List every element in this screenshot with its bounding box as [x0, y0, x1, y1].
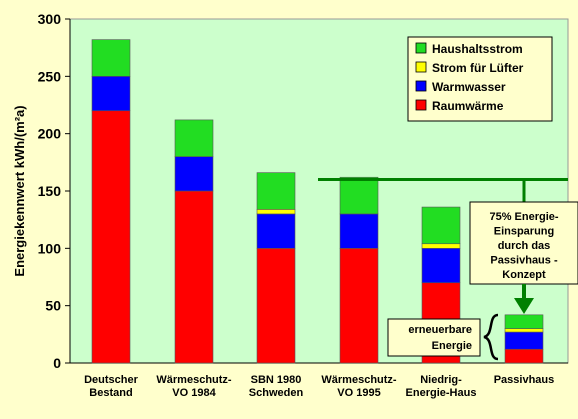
- bar-segment: [504, 328, 544, 333]
- bar-segment: [339, 248, 379, 364]
- bar-segment: [256, 172, 296, 210]
- bar-segment: [504, 314, 544, 329]
- renewable-box: [387, 318, 481, 357]
- x-category-label: VO 1984: [172, 387, 216, 399]
- y-axis-label: Energiekennwert kWh/(m²a): [12, 105, 27, 276]
- bar-segment: [256, 248, 296, 364]
- y-tick-label: 0: [53, 355, 61, 371]
- x-category-label: Passivhaus: [494, 374, 555, 386]
- x-category-label: Niedrig-: [420, 374, 462, 386]
- renewable-brace: [483, 313, 499, 361]
- bar-segment: [421, 243, 461, 249]
- legend-label: Raumwärme: [432, 99, 504, 113]
- legend-swatch: [415, 42, 427, 54]
- x-category-label: Deutscher: [84, 374, 139, 386]
- bar-segment: [174, 119, 214, 157]
- y-tick-label: 50: [45, 298, 61, 314]
- y-tick-label: 200: [38, 126, 62, 142]
- y-tick-label: 100: [38, 240, 62, 256]
- bar-segment: [339, 176, 379, 215]
- y-tick-label: 300: [38, 11, 62, 27]
- bar-segment: [504, 348, 544, 364]
- y-tick-label: 150: [38, 183, 62, 199]
- savings-annotation-text: durch das: [498, 240, 551, 252]
- savings-annotation-text: Passivhaus -: [490, 255, 558, 267]
- x-category-label: Wärmeschutz-: [321, 374, 397, 386]
- x-category-label: VO 1995: [337, 387, 380, 399]
- bar-segment: [339, 213, 379, 249]
- legend-label: Haushaltsstrom: [432, 42, 523, 56]
- savings-annotation-text: Konzept: [502, 269, 546, 281]
- legend-label: Strom für Lüfter: [432, 61, 524, 75]
- bar-segment: [91, 110, 131, 364]
- bar-segment: [174, 190, 214, 364]
- bar-segment: [91, 76, 131, 112]
- x-category-label: Schweden: [249, 387, 304, 399]
- savings-annotation-text: Einsparung: [494, 226, 555, 238]
- renewable-annotation-text: Energie: [432, 340, 472, 352]
- bar-segment: [174, 156, 214, 192]
- savings-box: [469, 201, 578, 285]
- bar-segment: [504, 331, 544, 350]
- savings-arrow-head: [514, 298, 534, 314]
- legend-swatch: [415, 61, 427, 73]
- x-category-label: Energie-Haus: [406, 387, 477, 399]
- bar-segment: [421, 206, 461, 245]
- legend-box: [407, 36, 553, 122]
- renewable-annotation-text: erneuerbare: [408, 324, 472, 336]
- x-category-label: SBN 1980: [251, 374, 302, 386]
- x-category-label: Bestand: [89, 387, 132, 399]
- legend-swatch: [415, 80, 427, 92]
- bar-segment: [91, 39, 131, 77]
- savings-annotation-text: 75% Energie-: [489, 211, 558, 223]
- bar-segment: [256, 209, 296, 215]
- y-tick-label: 250: [38, 68, 62, 84]
- legend-label: Warmwasser: [432, 80, 506, 94]
- bar-segment: [256, 213, 296, 249]
- legend-swatch: [415, 99, 427, 111]
- x-category-label: Wärmeschutz-: [156, 374, 232, 386]
- bar-segment: [421, 248, 461, 284]
